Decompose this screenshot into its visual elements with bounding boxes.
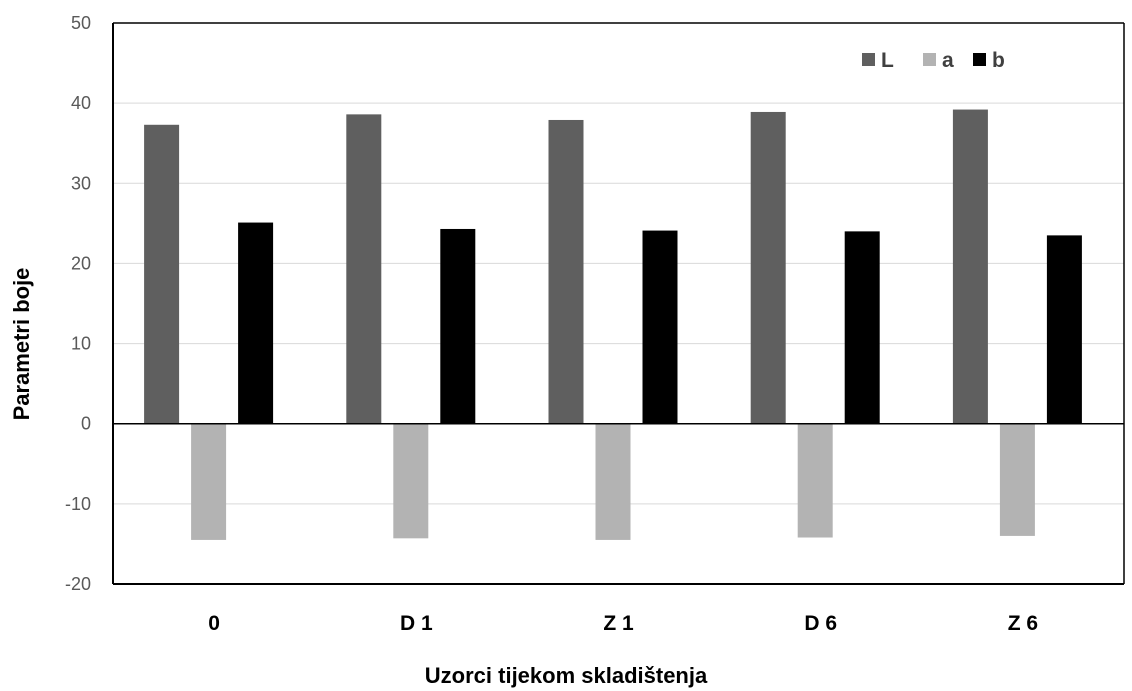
- y-tick-label: 30: [71, 173, 91, 193]
- y-tick-label: -20: [65, 574, 91, 594]
- bar-b-0: [238, 222, 274, 424]
- y-tick-label: 0: [81, 414, 91, 434]
- x-axis-labels: 0 D 1 Z 1 D 6 Z 6: [208, 612, 1038, 635]
- legend-swatch-L: [862, 53, 875, 66]
- bar-L-D6: [750, 111, 786, 424]
- bars: [144, 109, 1082, 540]
- bar-a-D6: [797, 423, 833, 538]
- bar-a-Z6: [999, 423, 1035, 536]
- bar-L-D1: [346, 114, 382, 424]
- bar-a-Z1: [595, 423, 631, 540]
- bar-a-D1: [393, 423, 429, 539]
- bar-b-Z1: [642, 230, 678, 424]
- bar-L-Z6: [952, 109, 988, 424]
- legend-label-a: a: [942, 49, 954, 72]
- y-tick-label: 40: [71, 93, 91, 113]
- legend-label-L: L: [881, 49, 894, 72]
- x-tick-label: 0: [208, 612, 220, 635]
- x-tick-label: Z 1: [603, 612, 634, 635]
- x-tick-label: D 6: [804, 612, 837, 635]
- legend-swatch-b: [973, 53, 986, 66]
- bar-a-0: [191, 423, 227, 540]
- bar-b-Z6: [1046, 235, 1082, 424]
- y-axis-title: Parametri boje: [9, 268, 34, 421]
- y-axis-ticks: -20 -10 0 10 20 30 40 50: [65, 13, 91, 594]
- x-tick-label: D 1: [400, 612, 433, 635]
- bar-b-D1: [440, 228, 476, 424]
- legend-swatch-a: [923, 53, 936, 66]
- x-axis-title: Uzorci tijekom skladištenja: [425, 663, 708, 688]
- bar-L-Z1: [548, 119, 584, 424]
- axes: [112, 22, 1125, 585]
- y-tick-label: 20: [71, 253, 91, 273]
- y-tick-label: 10: [71, 334, 91, 354]
- legend-label-b: b: [992, 49, 1005, 72]
- y-tick-label: -10: [65, 494, 91, 514]
- bar-b-D6: [844, 231, 880, 424]
- x-tick-label: Z 6: [1008, 612, 1038, 635]
- y-tick-label: 50: [71, 13, 91, 33]
- bar-L-0: [144, 124, 180, 424]
